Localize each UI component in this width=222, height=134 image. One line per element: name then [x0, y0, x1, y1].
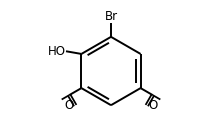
Text: O: O [148, 99, 158, 112]
Text: O: O [64, 99, 74, 112]
Text: HO: HO [48, 45, 65, 58]
Text: Br: Br [104, 10, 118, 23]
